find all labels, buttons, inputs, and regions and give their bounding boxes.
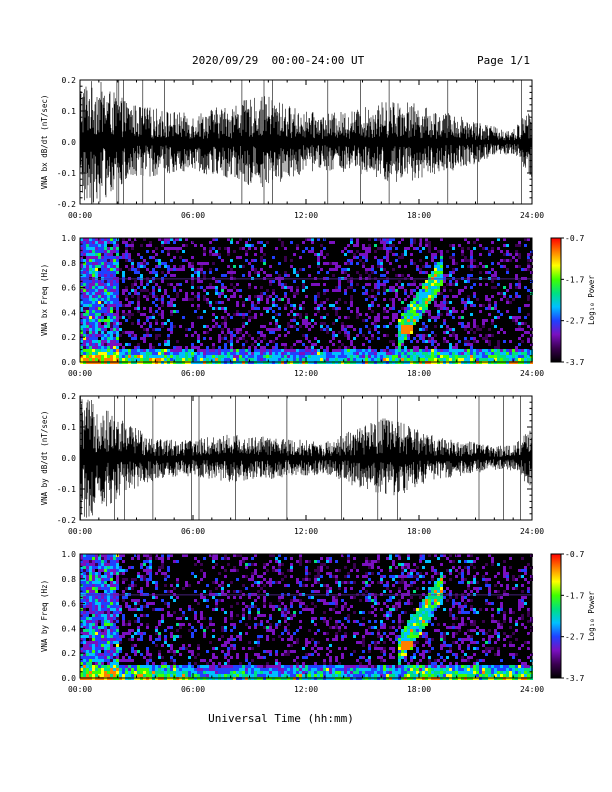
x-tick-label: 24:00 [520,527,544,536]
y-tick-label: 0.6 [62,600,77,609]
y-tick-label: 0.2 [62,76,77,85]
colorbar-tick-label: -1.7 [565,275,584,284]
y-tick-label: 0.2 [62,649,77,658]
y-axis-title: VNA bx dB/dt (nT/sec) [40,95,49,190]
y-tick-label: 0.6 [62,284,77,293]
x-tick-label: 12:00 [294,685,318,694]
x-tick-label: 24:00 [520,211,544,220]
x-tick-label: 00:00 [68,369,92,378]
colorbar-tick-label: -0.7 [565,550,584,559]
y-tick-label: 0.8 [62,575,77,584]
colorbar-tick-label: -3.7 [565,358,584,367]
x-tick-label: 12:00 [294,527,318,536]
y-tick-label: -0.2 [57,516,76,525]
y-axis-title: VNA by dB/dt (nT/sec) [40,411,49,506]
y-tick-label: 0.2 [62,392,77,401]
colorbar-tick-label: -1.7 [565,591,584,600]
x-tick-label: 24:00 [520,685,544,694]
x-tick-label: 12:00 [294,211,318,220]
y-tick-label: 0.8 [62,259,77,268]
y-tick-label: -0.1 [57,169,76,178]
x-tick-label: 18:00 [407,369,431,378]
colorbar-tick-label: -2.7 [565,317,584,326]
y-axis-title: VNA bx Freq (Hz) [40,264,49,336]
colorbar-tick-label: -0.7 [565,234,584,243]
y-tick-label: 0.1 [62,423,77,432]
x-tick-label: 12:00 [294,369,318,378]
y-tick-label: 0.1 [62,107,77,116]
colorbar-tick-label: -2.7 [565,633,584,642]
colorbar-3 [550,553,562,679]
y-axis-title: VNA by Freq (Hz) [40,580,49,652]
y-tick-label: 0.4 [62,624,77,633]
page-number: Page 1/1 [477,54,530,67]
colorbar-title: Log₁₀ Power [587,275,596,325]
x-tick-label: 18:00 [407,685,431,694]
y-tick-label: 0.0 [62,138,77,147]
x-tick-label: 18:00 [407,211,431,220]
x-tick-label: 00:00 [68,685,92,694]
x-tick-label: 00:00 [68,211,92,220]
x-axis-title: Universal Time (hh:mm) [208,712,354,725]
series-line-2 [79,396,533,520]
series-line-0 [79,80,533,204]
y-tick-label: 1.0 [62,550,77,559]
spectrogram-3 [79,553,533,680]
colorbar-tick-label: -3.7 [565,674,584,683]
x-tick-label: 00:00 [68,527,92,536]
y-tick-label: 0.2 [62,333,77,342]
colorbar-1 [550,237,562,363]
page-title: 2020/09/29 00:00-24:00 UT [192,54,365,67]
x-tick-label: 06:00 [181,685,205,694]
x-tick-label: 06:00 [181,211,205,220]
y-tick-label: 1.0 [62,234,77,243]
y-tick-label: -0.2 [57,200,76,209]
y-tick-label: 0.4 [62,308,77,317]
colorbar-title: Log₁₀ Power [587,591,596,641]
x-tick-label: 24:00 [520,369,544,378]
y-tick-label: 0.0 [62,674,77,683]
x-tick-label: 06:00 [181,369,205,378]
x-tick-label: 18:00 [407,527,431,536]
y-tick-label: 0.0 [62,454,77,463]
spectrogram-1 [79,237,533,364]
y-tick-label: 0.0 [62,358,77,367]
y-tick-label: -0.1 [57,485,76,494]
x-tick-label: 06:00 [181,527,205,536]
